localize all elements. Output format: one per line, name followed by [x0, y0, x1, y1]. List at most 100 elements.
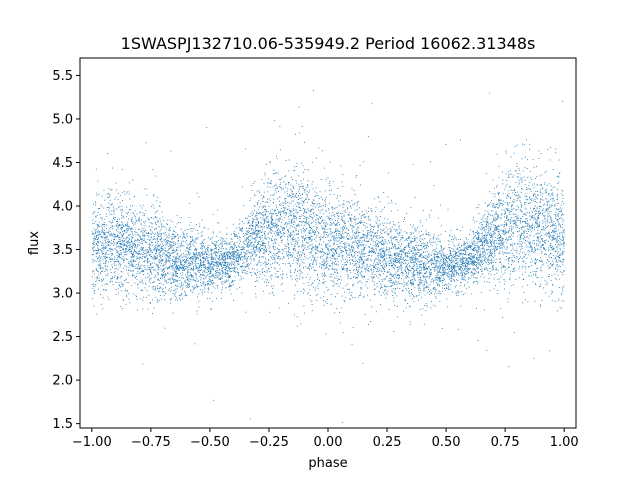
data-point	[237, 249, 239, 251]
data-point	[342, 237, 344, 239]
data-point	[161, 250, 162, 252]
data-point	[178, 260, 180, 262]
data-point	[405, 259, 407, 261]
data-point	[123, 245, 124, 247]
data-point	[397, 233, 399, 234]
data-point	[251, 214, 253, 216]
data-point	[214, 277, 216, 279]
data-point	[380, 304, 381, 305]
data-point	[505, 256, 507, 257]
data-point	[197, 252, 199, 254]
data-point	[151, 266, 153, 268]
data-point	[187, 250, 189, 252]
data-point	[287, 255, 289, 257]
data-point	[154, 288, 156, 290]
data-point	[124, 245, 125, 246]
data-point	[180, 284, 182, 286]
data-point	[532, 240, 534, 242]
data-point	[558, 181, 560, 183]
data-point	[273, 198, 275, 200]
data-point	[440, 204, 441, 206]
data-point	[269, 230, 271, 232]
data-point	[174, 262, 176, 264]
data-point	[559, 307, 561, 308]
data-point	[254, 238, 256, 240]
data-point	[277, 221, 279, 222]
data-point	[198, 286, 200, 287]
data-point	[349, 262, 351, 264]
data-point	[315, 259, 317, 261]
data-point	[371, 247, 373, 249]
data-point	[504, 247, 506, 249]
data-point	[441, 267, 443, 268]
data-point	[357, 218, 359, 220]
data-point	[400, 237, 402, 239]
data-point	[299, 185, 301, 187]
data-point	[363, 235, 365, 237]
data-point	[301, 162, 303, 164]
data-point	[336, 253, 338, 254]
data-point	[168, 248, 170, 250]
data-point	[266, 285, 268, 287]
data-point	[412, 241, 414, 242]
data-point	[316, 157, 317, 159]
data-point	[293, 272, 295, 273]
data-point	[109, 231, 111, 233]
data-point	[533, 215, 535, 217]
data-point	[393, 261, 395, 263]
data-point	[109, 280, 111, 282]
data-point	[114, 233, 115, 235]
data-point	[150, 273, 152, 275]
data-point	[92, 298, 93, 300]
data-point	[120, 243, 122, 245]
data-point	[336, 224, 337, 226]
data-point	[247, 244, 249, 246]
data-point	[134, 276, 136, 278]
data-point	[209, 297, 211, 299]
data-point	[284, 223, 286, 225]
data-point	[352, 246, 354, 248]
data-point	[375, 264, 376, 266]
data-point	[264, 235, 266, 236]
data-point	[122, 169, 123, 170]
data-point	[545, 292, 547, 294]
data-point	[345, 268, 347, 270]
data-point	[282, 263, 284, 264]
data-point	[190, 242, 191, 244]
data-point	[368, 220, 370, 221]
data-point	[156, 217, 158, 219]
data-point	[224, 261, 226, 263]
data-point	[221, 269, 223, 271]
data-point	[214, 274, 216, 276]
data-point	[410, 281, 412, 283]
data-point	[460, 258, 462, 260]
data-point	[195, 251, 197, 253]
data-point	[561, 272, 563, 273]
data-point	[549, 267, 551, 268]
data-point	[360, 259, 362, 261]
data-point	[518, 169, 520, 171]
data-point	[119, 232, 121, 234]
data-point	[236, 227, 237, 229]
data-point	[246, 231, 248, 233]
data-point	[379, 236, 381, 238]
data-point	[266, 210, 267, 212]
data-point	[389, 260, 391, 262]
data-point	[355, 232, 357, 233]
data-point	[168, 235, 170, 237]
data-point	[517, 243, 518, 245]
data-point	[437, 217, 439, 219]
data-point	[355, 176, 357, 178]
data-point	[189, 274, 191, 276]
data-point	[507, 258, 509, 259]
data-point	[530, 245, 532, 247]
data-point	[360, 253, 362, 255]
data-point	[165, 244, 167, 246]
data-point	[507, 209, 509, 211]
data-point	[200, 243, 202, 245]
data-point	[222, 272, 224, 273]
data-point	[234, 264, 236, 266]
data-point	[351, 221, 353, 223]
data-point	[106, 224, 108, 226]
data-point	[506, 184, 508, 186]
